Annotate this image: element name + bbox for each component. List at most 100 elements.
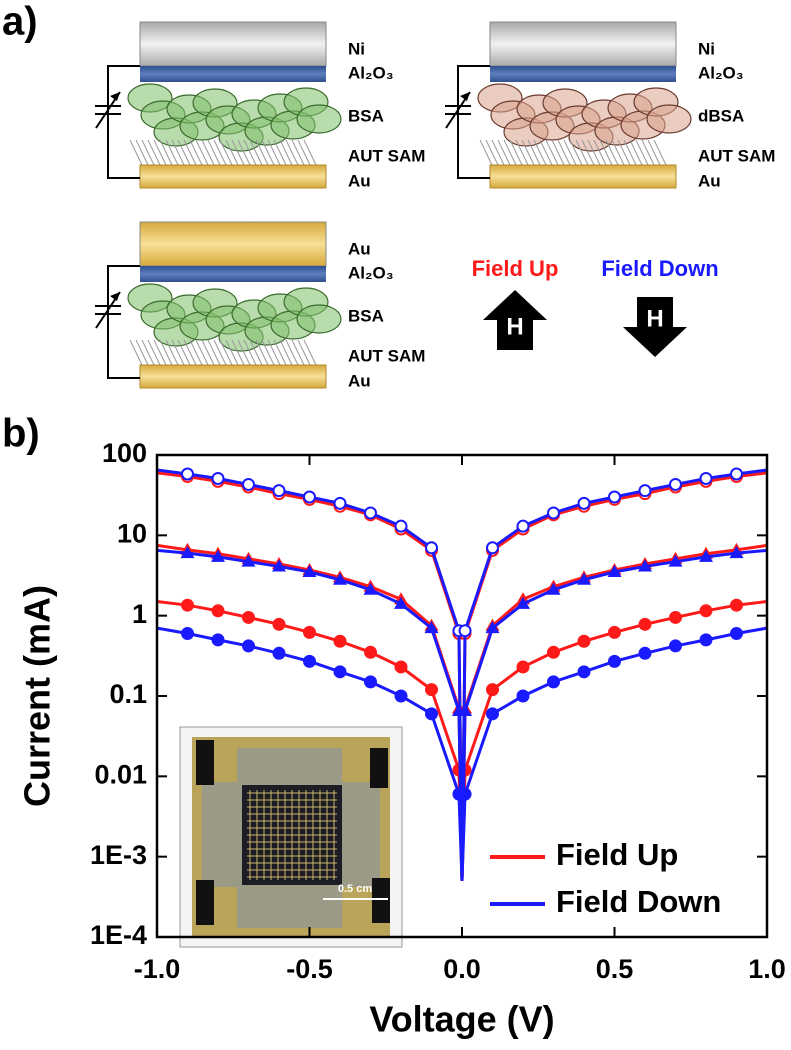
sam-chain: [135, 339, 149, 366]
sam-chain: [249, 339, 263, 366]
layer-label: Au: [348, 239, 371, 258]
sam-chain: [273, 339, 287, 366]
sam-chain: [653, 139, 667, 166]
marker: [516, 519, 530, 533]
sam-chain: [521, 139, 535, 166]
bottom-electrode: [489, 164, 677, 189]
marker: [486, 541, 499, 555]
marker: [272, 484, 286, 498]
wire: [107, 265, 140, 379]
marker: [577, 665, 591, 679]
sam-chain: [159, 339, 173, 366]
sam-chain: [255, 339, 269, 366]
marker: [516, 660, 530, 674]
wire: [107, 65, 140, 179]
top-electrode: [139, 221, 327, 267]
marker: [729, 546, 744, 559]
layer-label: Al₂O₃: [698, 63, 744, 82]
marker: [242, 610, 255, 624]
sam-chain: [617, 139, 631, 166]
legend-label: Field Up: [556, 837, 678, 872]
marker: [608, 625, 621, 639]
sam-chain: [569, 139, 583, 166]
sam-chain: [243, 139, 257, 166]
y-tick-label: 1E-4: [90, 920, 147, 950]
sam-chain: [297, 139, 311, 166]
sam-chain: [147, 339, 161, 366]
sam-chain: [231, 339, 245, 366]
marker: [333, 634, 347, 648]
marker: [608, 654, 621, 668]
plot: [157, 467, 767, 881]
sam-chain: [225, 339, 239, 366]
marker: [302, 564, 317, 577]
sam-chain: [165, 139, 179, 166]
sam-chain: [291, 139, 305, 166]
sam-chain: [647, 139, 661, 166]
marker: [181, 626, 194, 640]
sam-chain: [593, 139, 607, 166]
sam-chain: [189, 139, 203, 166]
marker: [730, 626, 743, 640]
y-tick-label: 1E-3: [90, 840, 147, 870]
inset-pad: [372, 878, 390, 923]
sam-chain: [159, 139, 173, 166]
sam-chain: [195, 139, 209, 166]
sam-chain: [141, 139, 155, 166]
sam-chain: [249, 139, 263, 166]
marker: [211, 471, 225, 485]
al2o3-layer: [140, 266, 326, 282]
marker: [424, 621, 439, 634]
x-tick-label: 0.0: [443, 954, 481, 984]
sam-chain: [273, 139, 287, 166]
y-axis-label: Current (mA): [17, 585, 58, 807]
resistor-arrow: [110, 292, 120, 301]
marker: [180, 546, 195, 559]
marker: [303, 490, 316, 504]
sam-chain: [153, 139, 167, 166]
sam-chain: [135, 139, 149, 166]
marker: [669, 639, 682, 653]
resistor-arrow: [110, 92, 120, 101]
sam-chain: [267, 339, 281, 366]
field-label: Field Up: [472, 256, 559, 281]
sam-chain: [497, 139, 511, 166]
layer-label: Au: [348, 171, 371, 190]
marker: [486, 683, 499, 697]
arrow-symbol: H: [646, 305, 663, 332]
y-tick-label: 100: [102, 438, 147, 468]
sam-chain: [147, 139, 161, 166]
field-label: Field Down: [601, 256, 718, 281]
inset-pad: [370, 748, 388, 788]
sam-chain: [491, 139, 505, 166]
y-tick-label: 10: [117, 518, 147, 548]
marker: [303, 625, 316, 639]
marker: [577, 496, 591, 510]
marker: [547, 645, 560, 659]
marker: [638, 484, 652, 498]
arrow-down: [623, 297, 687, 357]
sam-chain: [189, 339, 203, 366]
al2o3-layer: [140, 66, 326, 82]
marker: [638, 646, 652, 660]
marker: [211, 633, 225, 647]
marker: [394, 660, 408, 674]
marker: [699, 471, 713, 485]
marker: [242, 639, 255, 653]
marker: [181, 467, 194, 481]
marker: [458, 787, 472, 801]
marker: [458, 704, 473, 717]
marker: [241, 554, 256, 567]
wire: [457, 65, 490, 179]
sam-chain: [635, 139, 649, 166]
sam-chain: [291, 339, 305, 366]
sam-chain: [141, 339, 155, 366]
x-tick-label: -0.5: [286, 954, 333, 984]
legend-label: Field Down: [556, 884, 721, 919]
marker: [546, 582, 561, 595]
sam-chain: [527, 139, 541, 166]
sam-chain: [485, 139, 499, 166]
marker: [425, 707, 438, 721]
layer-label: dBSA: [698, 106, 744, 125]
marker: [669, 477, 682, 491]
